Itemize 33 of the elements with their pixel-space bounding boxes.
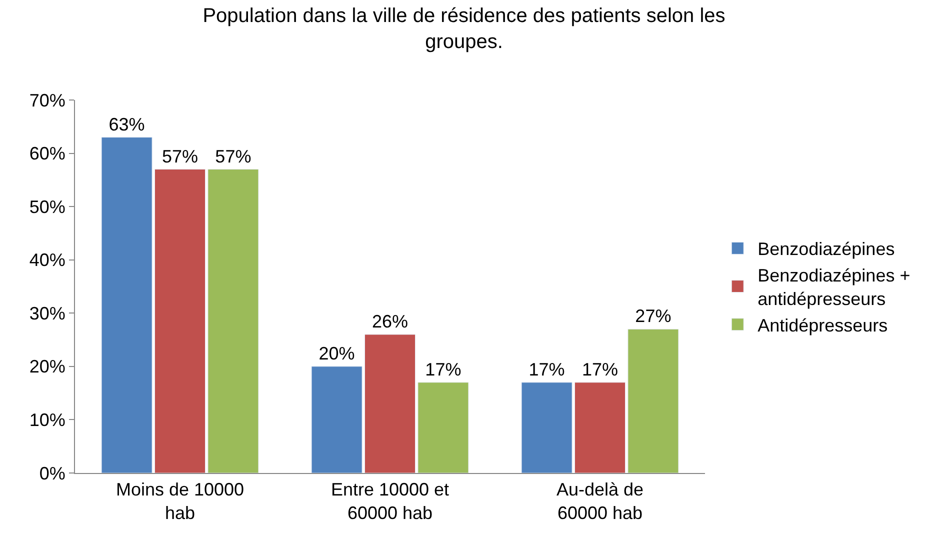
y-tick-label: 40% <box>29 250 66 270</box>
y-tick-label: 0% <box>39 463 66 484</box>
bar <box>418 382 469 473</box>
x-tick-label: Moins de 10000 hab <box>116 480 244 523</box>
y-tick-label: 20% <box>29 356 66 377</box>
data-label: 17% <box>425 359 462 380</box>
y-tick-label: 10% <box>29 410 66 430</box>
legend-label: Benzodiazépines <box>758 239 895 260</box>
bar <box>154 169 206 473</box>
data-label: 27% <box>635 306 672 326</box>
y-tick-label: 30% <box>29 303 66 324</box>
data-label: 17% <box>582 359 618 380</box>
data-label: 20% <box>318 343 355 364</box>
bar <box>208 169 259 473</box>
data-label: 63% <box>108 114 145 134</box>
x-tick-label: Entre 10000 et 60000 hab <box>330 480 450 523</box>
bar <box>521 382 572 473</box>
chart-title: Population dans la ville de résidence des patients selon les groupes. <box>202 5 726 54</box>
y-tick-label: 60% <box>29 144 66 164</box>
bar <box>311 366 362 473</box>
y-tick-label: 50% <box>29 196 66 217</box>
data-label: 26% <box>372 311 408 332</box>
legend-label: Antidépresseurs <box>758 315 888 336</box>
bar <box>101 137 152 473</box>
bar <box>628 328 679 473</box>
y-tick-label: 70% <box>29 90 66 110</box>
legend-label: Benzodiazépines + antidépresseurs <box>758 266 910 310</box>
bar <box>574 382 626 473</box>
data-label: 57% <box>215 146 252 166</box>
x-tick-label: Au-delà de 60000 hab <box>556 480 644 523</box>
data-label: 17% <box>528 359 565 380</box>
data-label: 57% <box>162 146 198 166</box>
bar <box>364 334 416 473</box>
